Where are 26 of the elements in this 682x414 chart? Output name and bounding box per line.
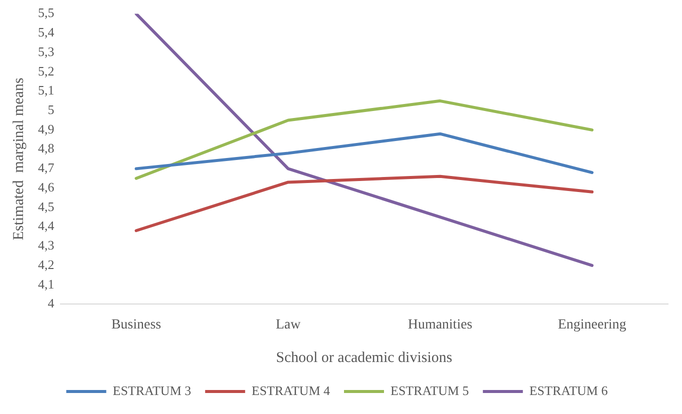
y-axis-title: Estimated marginal means [10,78,27,240]
x-tick-label: Engineering [558,317,626,332]
legend-label: ESTRATUM 5 [390,382,469,398]
y-tick-label: 4,5 [38,198,54,214]
y-tick-label: 4,1 [38,276,54,292]
y-tick-label: 4,2 [38,256,54,272]
y-tick-label: 4,7 [38,160,55,176]
x-tick-label: Business [111,317,162,332]
y-tick-label: 4,8 [38,140,54,156]
y-tick-label: 5,5 [38,5,54,20]
y-tick-label: 5,1 [38,82,54,98]
y-tick-label: 5,4 [38,24,55,40]
x-tick-label: Humanities [408,317,472,332]
y-tick-label: 4 [48,296,55,311]
y-tick-label: 5,3 [38,44,54,59]
y-tick-label: 5 [48,102,54,118]
legend-label: ESTRATUM 4 [252,382,330,398]
x-tick-label: Law [276,317,302,332]
legend-label: ESTRATUM 6 [529,382,608,398]
y-tick-label: 4,6 [38,179,55,194]
y-tick-label: 4,3 [38,238,54,253]
y-tick-label: 4,4 [38,218,55,234]
y-tick-label: 5,2 [38,63,54,78]
x-axis-title: School or academic divisions [276,350,452,366]
legend-label: ESTRATUM 3 [112,382,192,398]
y-tick-label: 4,9 [38,121,54,136]
